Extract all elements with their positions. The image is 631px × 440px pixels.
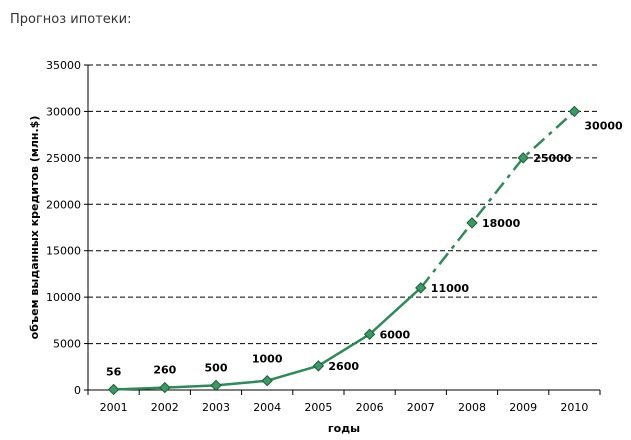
data-label-2004: 1000 [252, 353, 283, 366]
data-point-2010 [568, 105, 581, 118]
data-point-2009 [517, 152, 529, 164]
data-label-2010: 30000 [584, 119, 623, 132]
data-labels: 56 260 500 1000 2600 6000 11000 18000 25000 30000 [106, 119, 623, 378]
y-tick-label-0: 0 [74, 384, 81, 397]
page-title: Прогноз ипотеки: [10, 12, 132, 27]
y-tick-label-5000: 5000 [53, 338, 81, 351]
data-label-2001: 56 [106, 365, 122, 378]
data-point-2004 [261, 375, 273, 387]
tick-labels: 0 5000 10000 15000 20000 25000 30000 35000 2001 2… [46, 59, 588, 414]
x-axis-title: годы [328, 422, 360, 435]
data-point-2008 [466, 217, 478, 229]
data-label-2009: 25000 [533, 152, 572, 165]
data-label-2002: 260 [153, 364, 176, 377]
y-tick-label-25000: 25000 [46, 152, 81, 165]
y-axis-title: объем выданных кредитов (млн.$) [28, 116, 41, 340]
data-label-2003: 500 [205, 361, 228, 374]
data-point-2003 [210, 379, 222, 392]
x-tick-label-2004: 2004 [253, 401, 281, 414]
y-tick-label-20000: 20000 [46, 198, 81, 211]
y-tick-label-10000: 10000 [46, 291, 81, 304]
x-tick-label-2007: 2007 [407, 401, 435, 414]
data-point-2005 [312, 360, 325, 372]
y-tick-label-15000: 15000 [46, 245, 81, 258]
x-tick-label-2008: 2008 [458, 401, 486, 414]
x-tick-label-2001: 2001 [100, 401, 128, 414]
grid-lines [88, 64, 600, 345]
data-markers [107, 105, 581, 396]
axes [84, 64, 601, 395]
series-line-forecast [419, 110, 576, 289]
x-tick-label-2010: 2010 [560, 401, 588, 414]
y-tick-label-35000: 35000 [46, 59, 81, 72]
data-label-2005: 2600 [328, 360, 359, 373]
y-tick-label-30000: 30000 [46, 105, 81, 118]
data-point-2007 [415, 282, 427, 294]
x-tick-label-2005: 2005 [304, 401, 332, 414]
x-tick-label-2002: 2002 [151, 401, 179, 414]
x-tick-label-2009: 2009 [509, 401, 537, 414]
data-label-2007: 11000 [431, 282, 470, 295]
data-point-2001 [107, 383, 120, 396]
data-point-2002 [159, 381, 171, 394]
data-point-2006 [363, 328, 376, 340]
x-tick-label-2003: 2003 [202, 401, 230, 414]
data-label-2008: 18000 [482, 217, 521, 230]
x-tick-label-2006: 2006 [356, 401, 384, 414]
data-label-2006: 6000 [380, 328, 411, 341]
